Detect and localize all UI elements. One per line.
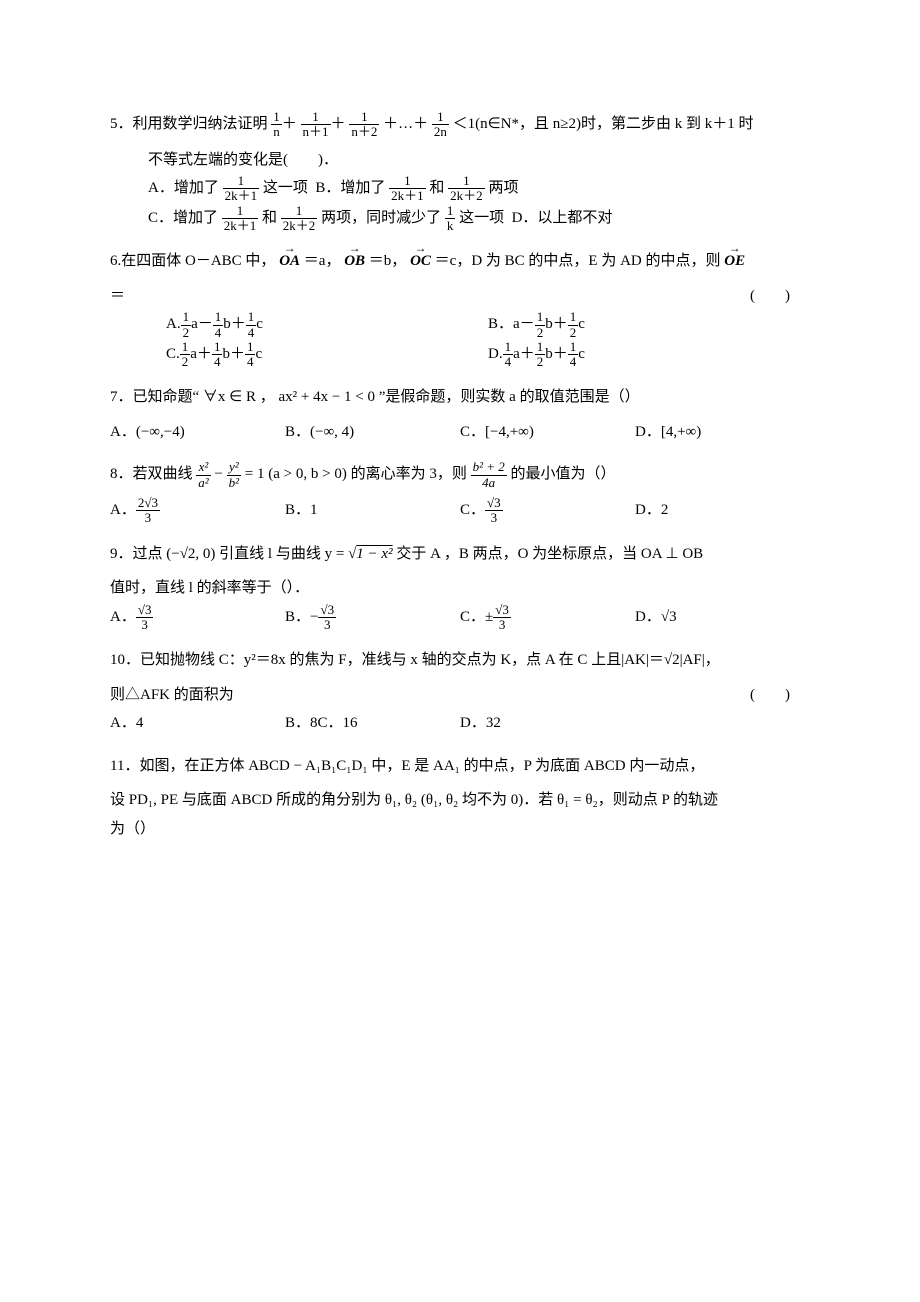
q5-optA-a: A．增加了 — [148, 180, 219, 196]
q6-opt-row1: A.12a－14b＋14c B．a－12b＋12c — [110, 310, 810, 340]
q6-text-d: ＝c，D 为 BC 的中点，E 为 AD 的中点，则 — [435, 253, 721, 269]
q8-optD: D．2 — [635, 496, 810, 526]
q6-stem: 6.在四面体 O－ABC 中， OA ＝a， OB ＝b， OC ＝c，D 为 … — [110, 247, 810, 276]
q5-text-c: 不等式左端的变化是( )． — [148, 152, 338, 168]
q8-optA: A．2√33 — [110, 496, 285, 526]
q5-optD: D．以上都不对 — [512, 210, 613, 226]
q5-text-b: ＜1(n∈N*，且 n≥2)时，第二步由 k 到 k＋1 时 — [453, 116, 754, 132]
q5-optB-a: B．增加了 — [315, 180, 385, 196]
q5-opt-row1: A．增加了 12k＋1 这一项 B．增加了 12k＋1 和 12k＋2 两项 — [110, 174, 810, 204]
q9-options: A．√33 B．−√33 C．±√33 D．√3 — [110, 603, 810, 633]
q6-paren: ( ) — [750, 282, 790, 311]
q5-opt-row2: C．增加了 12k＋1 和 12k＋2 两项，同时减少了 1k 这一项 D．以上… — [110, 204, 810, 234]
vec-ob: OB — [344, 247, 365, 276]
frac-1-n: 1n — [271, 110, 282, 140]
q8-frac-rhs: b² + 24a — [471, 460, 507, 490]
q8-frac-y: y²b² — [227, 460, 241, 490]
q8-frac-x: x²a² — [196, 460, 210, 490]
q10-optD: D．32 — [460, 709, 635, 738]
q5-fracC2: 12k＋2 — [281, 204, 318, 234]
q10-stem-a: 10．已知抛物线 C：y²＝8x 的焦为 F，准线与 x 轴的交点为 K，点 A… — [110, 646, 810, 675]
question-6: 6.在四面体 O－ABC 中， OA ＝a， OB ＝b， OC ＝c，D 为 … — [110, 247, 810, 369]
q8-optC: C．√33 — [460, 496, 635, 526]
q5-optB-b: 和 — [429, 180, 444, 196]
q9-optD: D．√3 — [635, 603, 810, 633]
q5-dots: ＋…＋ — [383, 116, 428, 132]
q6-opt-row2: C.12a＋14b＋14c D.14a＋12b＋14c — [110, 340, 810, 370]
q9-rad: 1 − x² — [356, 546, 392, 562]
q7-optA: A．(−∞,−4) — [110, 418, 285, 447]
q9-stem-line2: 值时，直线 l 的斜率等于（）． — [110, 574, 810, 603]
q9-stem: 9．过点 (−√2, 0) 引直线 l 与曲线 y = √1 − x² 交于 A… — [110, 540, 810, 569]
q6-text-b: ＝a， — [304, 253, 341, 269]
q6-text-c: ＝b， — [369, 253, 407, 269]
q5-text-a: 5．利用数学归纳法证明 — [110, 116, 268, 132]
question-7: 7．已知命题“ ∀x ∈ R ， ax² + 4x − 1 < 0 ”是假命题，… — [110, 383, 810, 446]
q5-fracB2: 12k＋2 — [448, 174, 485, 204]
q6-text-e: ＝ — [110, 288, 125, 304]
q11-stem-b: 设 PD₁, PE 与底面 ABCD 所成的角分别为 θ₁, θ₂ (θ₁, θ… — [110, 786, 810, 815]
vec-oe: OE — [724, 247, 745, 276]
q8-text-b: (a > 0, b > 0) 的离心率为 3，则 — [268, 467, 467, 483]
q5-stem-line2: 不等式左端的变化是( )． — [110, 146, 810, 175]
q6-text-a: 6.在四面体 O－ABC 中， — [110, 253, 275, 269]
q7-optC: C．[−4,+∞) — [460, 418, 635, 447]
q7-stem: 7．已知命题“ ∀x ∈ R ， ax² + 4x − 1 < 0 ”是假命题，… — [110, 383, 810, 412]
q10-options: A．4 B．8C．16 D．32 — [110, 709, 810, 738]
q6-optD: D.14a＋12b＋14c — [488, 340, 810, 370]
q8-stem: 8．若双曲线 x²a² − y²b² = 1 (a > 0, b > 0) 的离… — [110, 460, 810, 490]
q5-stem: 5．利用数学归纳法证明 1n＋ 1n＋1＋ 1n＋2 ＋…＋ 12n ＜1(n∈… — [110, 110, 810, 140]
q10-optA: A．4 — [110, 709, 285, 738]
q11-stem-a: 11．如图，在正方体 ABCD − A₁B₁C₁D₁ 中，E 是 AA₁ 的中点… — [110, 752, 810, 781]
q5-fracA: 12k＋1 — [223, 174, 260, 204]
q10-stem-line2: 则△AFK 的面积为 ( ) — [110, 681, 810, 710]
vec-oa: OA — [279, 247, 300, 276]
q7-options: A．(−∞,−4) B．(−∞, 4) C．[−4,+∞) D．[4,+∞) — [110, 418, 810, 447]
q9-text-a: 9．过点 (−√2, 0) 引直线 l 与曲线 y = — [110, 546, 348, 562]
q10-paren: ( ) — [750, 681, 790, 710]
q6-optB: B．a－12b＋12c — [488, 310, 810, 340]
q6-optA: A.12a－14b＋14c — [166, 310, 488, 340]
q5-optC-a: C．增加了 — [148, 210, 218, 226]
q10-stem-b: 则△AFK 的面积为 — [110, 687, 234, 703]
q11-stem-c: 为（） — [110, 815, 810, 844]
frac-1-n1: 1n＋1 — [301, 110, 331, 140]
q5-optC-b: 和 — [262, 210, 277, 226]
q6-optC: C.12a＋14b＋14c — [166, 340, 488, 370]
question-5: 5．利用数学归纳法证明 1n＋ 1n＋1＋ 1n＋2 ＋…＋ 12n ＜1(n∈… — [110, 110, 810, 233]
q8-options: A．2√33 B．1 C．√33 D．2 — [110, 496, 810, 526]
frac-1-2n: 12n — [432, 110, 449, 140]
q9-optB: B．−√33 — [285, 603, 460, 633]
question-11: 11．如图，在正方体 ABCD − A₁B₁C₁D₁ 中，E 是 AA₁ 的中点… — [110, 752, 810, 844]
q5-optA-b: 这一项 — [263, 180, 308, 196]
q5-fracB1: 12k＋1 — [389, 174, 426, 204]
vec-oc: OC — [410, 247, 431, 276]
q5-fracC1: 12k＋1 — [222, 204, 259, 234]
q5-optC-c: 两项，同时减少了 — [321, 210, 441, 226]
q5-optB-c: 两项 — [488, 180, 518, 196]
q9-optA: A．√33 — [110, 603, 285, 633]
frac-1-n2: 1n＋2 — [349, 110, 379, 140]
question-8: 8．若双曲线 x²a² − y²b² = 1 (a > 0, b > 0) 的离… — [110, 460, 810, 525]
q8-optB: B．1 — [285, 496, 460, 526]
q10-optBC: B．8C．16 — [285, 709, 460, 738]
q5-fracC3: 1k — [445, 204, 456, 234]
question-9: 9．过点 (−√2, 0) 引直线 l 与曲线 y = √1 − x² 交于 A… — [110, 540, 810, 633]
q7-optB: B．(−∞, 4) — [285, 418, 460, 447]
q8-text-a: 8．若双曲线 — [110, 467, 193, 483]
q9-text-b: 交于 A ，B 两点，O 为坐标原点，当 OA ⊥ OB — [396, 546, 703, 562]
q8-text-c: 的最小值为（） — [511, 467, 616, 483]
q5-optC-d: 这一项 — [459, 210, 504, 226]
q6-stem-line2: ＝ ( ) — [110, 282, 810, 311]
question-10: 10．已知抛物线 C：y²＝8x 的焦为 F，准线与 x 轴的交点为 K，点 A… — [110, 646, 810, 738]
q9-optC: C．±√33 — [460, 603, 635, 633]
q7-optD: D．[4,+∞) — [635, 418, 810, 447]
